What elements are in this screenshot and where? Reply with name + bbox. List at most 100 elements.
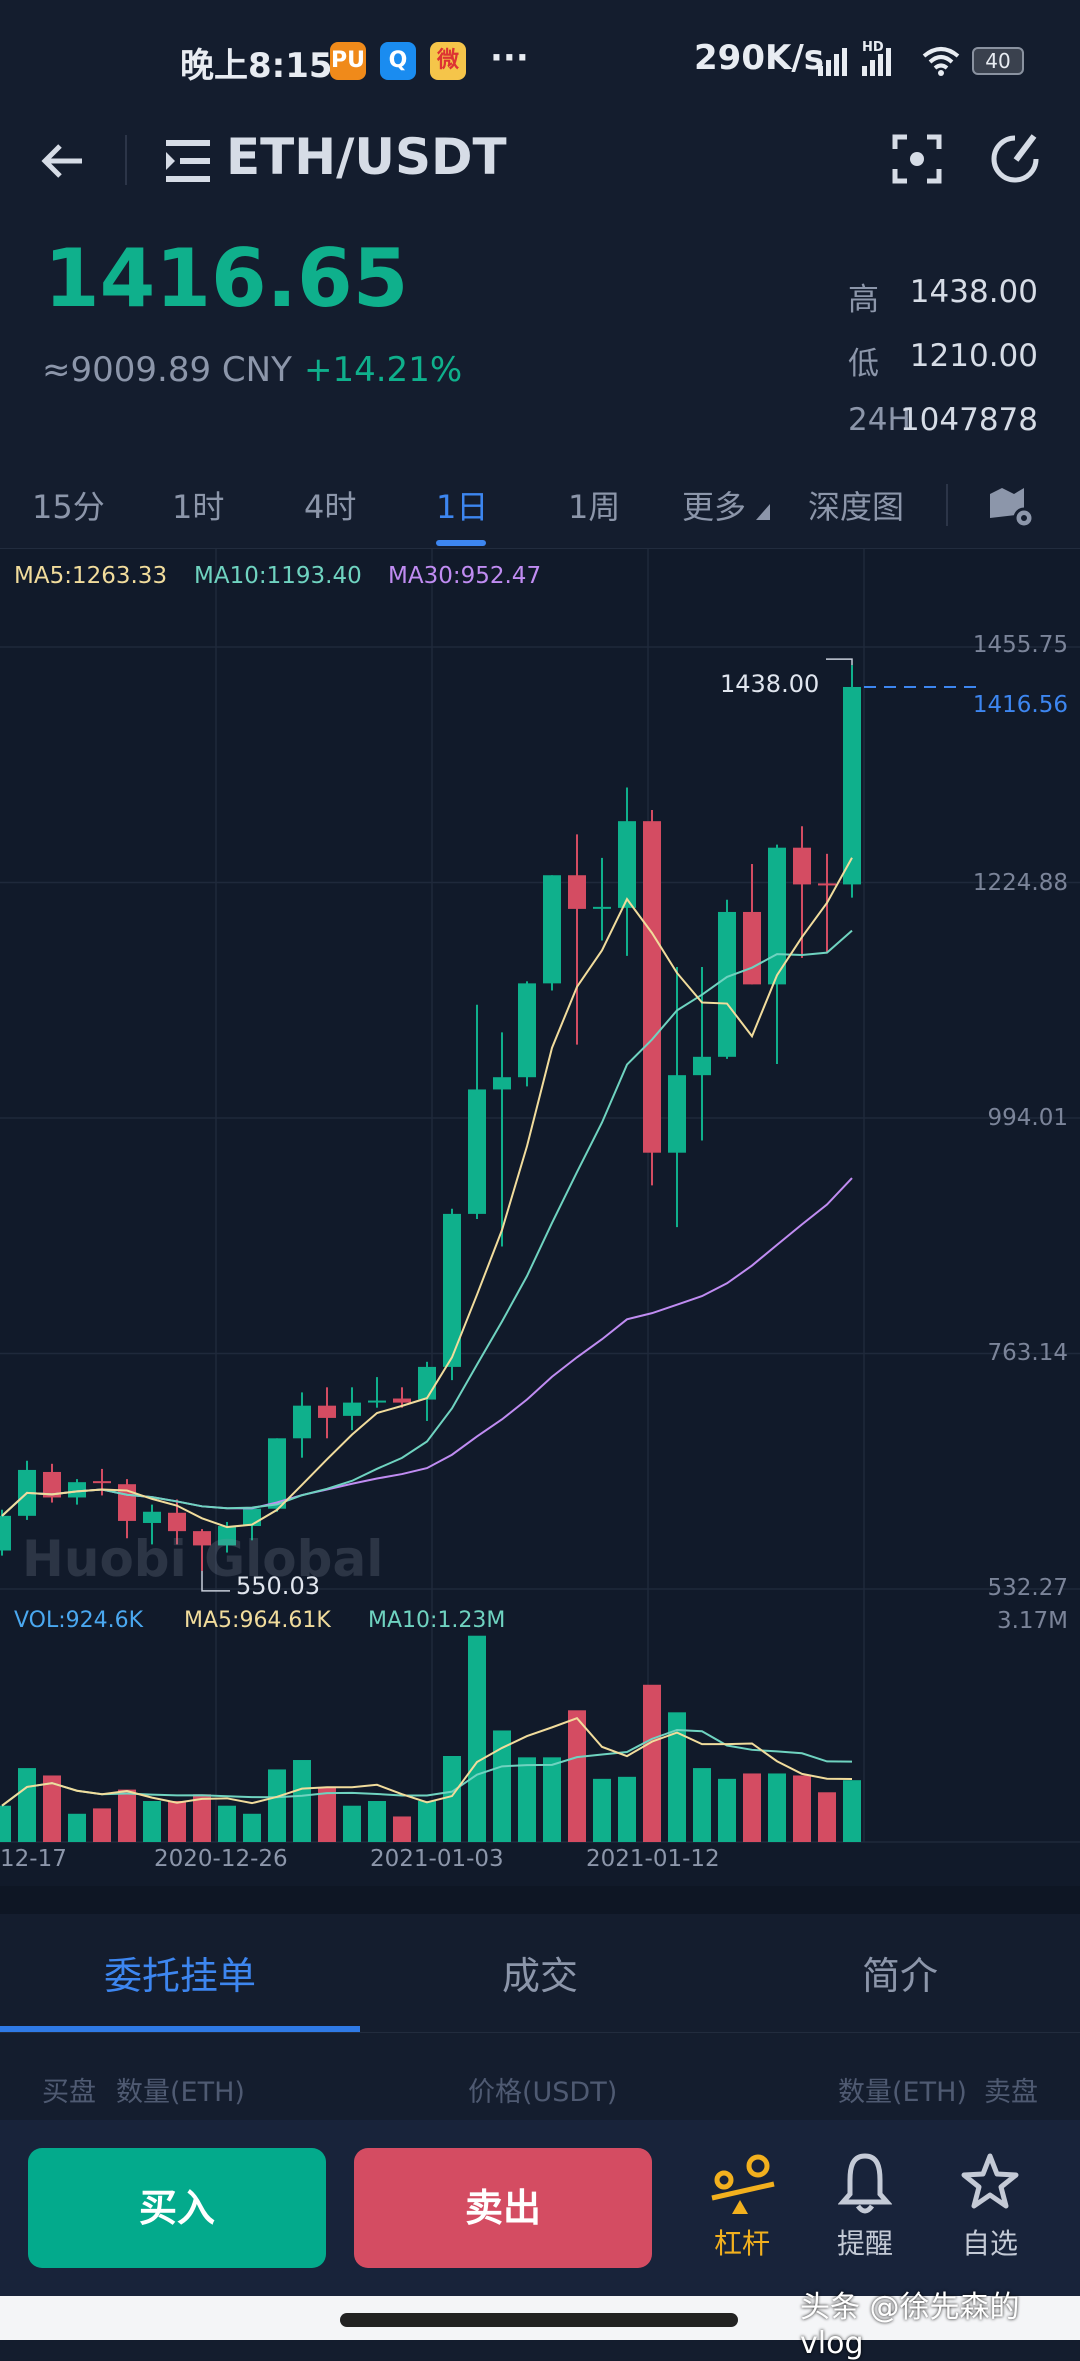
status-time: 晚上8:15 — [180, 46, 333, 86]
candle-body — [593, 906, 611, 909]
tab-intro[interactable]: 简介 — [862, 1954, 939, 1998]
volume-bar — [418, 1801, 436, 1842]
volume-bar — [643, 1684, 661, 1842]
tab-15min[interactable]: 15分 — [32, 488, 105, 526]
kline-chart[interactable] — [0, 548, 1080, 1886]
volume-bar — [343, 1805, 361, 1842]
buy-side-header: 买盘 — [42, 2077, 96, 2108]
hd-indicator: HD — [862, 40, 884, 55]
candle-body — [318, 1405, 336, 1418]
candle-body — [718, 911, 736, 1057]
tab-1day[interactable]: 1日 — [436, 488, 489, 526]
battery-indicator: 40 — [972, 47, 1024, 75]
candle-body — [143, 1511, 161, 1523]
sell-button[interactable]: 卖出 — [354, 2148, 652, 2268]
chart-settings-icon[interactable] — [988, 484, 1036, 530]
volume-bar — [143, 1801, 161, 1842]
active-tab-indicator — [436, 540, 486, 546]
candle-body — [793, 847, 811, 885]
divider — [0, 1886, 1080, 1914]
candle-body — [68, 1482, 86, 1498]
divider — [0, 2032, 1080, 2033]
volume-bar — [368, 1801, 386, 1842]
volume-bar — [218, 1805, 236, 1842]
volume-bar — [93, 1808, 111, 1842]
low-value: 1210.00 — [909, 338, 1038, 374]
menu-icon[interactable] — [166, 138, 212, 184]
high-label: 高 — [848, 282, 879, 318]
sell-qty-header: 数量(ETH) — [838, 2077, 967, 2108]
volume-bar — [318, 1787, 336, 1842]
wifi-icon — [922, 47, 960, 76]
favorite-label[interactable]: 自选 — [961, 2227, 1018, 2260]
candle-body — [393, 1398, 411, 1403]
candle-body — [43, 1471, 61, 1498]
network-speed: 290K/s — [694, 38, 824, 78]
tab-4hour[interactable]: 4时 — [304, 488, 357, 526]
tab-more[interactable]: 更多 — [682, 488, 747, 526]
scan-icon[interactable] — [892, 134, 942, 184]
candle-body — [243, 1508, 261, 1527]
candle-body — [693, 1056, 711, 1076]
candle-body — [643, 821, 661, 1153]
volume-bar — [18, 1768, 36, 1842]
vol-max-label: 3.17M — [996, 1608, 1068, 1634]
price-change: +14.21% — [304, 350, 463, 390]
candle-body — [468, 1089, 486, 1214]
buy-button[interactable]: 买入 — [28, 2148, 326, 2268]
app-notification-icon: PU — [330, 42, 366, 80]
candle-body — [218, 1526, 236, 1546]
bell-icon[interactable] — [838, 2150, 892, 2216]
app-notification-icon: Q — [380, 42, 416, 80]
ma10-legend: MA10:1193.40 — [194, 563, 362, 589]
candle-body — [368, 1400, 386, 1403]
tab-trades[interactable]: 成交 — [502, 1954, 579, 1998]
volume-bar — [443, 1755, 461, 1842]
volume-bar — [518, 1757, 536, 1842]
y-tick: 532.27 — [987, 1575, 1068, 1601]
volume-bar — [293, 1760, 311, 1842]
volume-bar — [818, 1792, 836, 1842]
home-indicator[interactable] — [340, 2313, 738, 2327]
volume-bar — [68, 1813, 86, 1842]
star-icon[interactable] — [960, 2152, 1020, 2212]
candle-body — [668, 1075, 686, 1153]
volume-bar — [243, 1813, 261, 1842]
leverage-icon[interactable] — [710, 2152, 776, 2216]
active-tab-indicator — [0, 2026, 360, 2032]
volume-bar — [568, 1710, 586, 1842]
last-price: 1416.65 — [44, 232, 409, 325]
dropdown-triangle-icon — [756, 504, 770, 520]
kline-chart-canvas[interactable] — [0, 0, 1080, 1890]
alert-label[interactable]: 提醒 — [836, 2227, 893, 2260]
page-title: ETH/USDT — [226, 128, 507, 186]
tab-1hour[interactable]: 1时 — [172, 488, 225, 526]
back-arrow-icon[interactable] — [38, 136, 88, 186]
volume-bar — [743, 1773, 761, 1842]
high-marker: 1438.00 — [720, 670, 820, 698]
vol-legend: VOL:924.6K — [14, 1608, 144, 1633]
signal-icon — [818, 48, 891, 76]
leverage-label[interactable]: 杠杆 — [713, 2227, 770, 2260]
volume-bar — [118, 1789, 136, 1842]
candle-body — [168, 1512, 186, 1532]
x-tick: 2021-01-03 — [370, 1846, 504, 1872]
cny-price: ≈9009.89 CNY — [42, 350, 292, 390]
vol-ma10-line — [1, 1728, 853, 1807]
volume-bar — [843, 1780, 861, 1842]
low-label: 低 — [848, 346, 879, 382]
candle-body — [543, 875, 561, 984]
low-marker-line — [201, 1570, 230, 1592]
tab-depth-chart[interactable]: 深度图 — [808, 488, 905, 526]
ma5-line — [1, 857, 853, 1529]
tab-1week[interactable]: 1周 — [568, 488, 621, 526]
refresh-icon[interactable] — [988, 132, 1042, 186]
candle-body — [768, 847, 786, 985]
candle-body — [443, 1213, 461, 1367]
candle-body — [193, 1531, 211, 1546]
sell-side-header: 卖盘 — [984, 2077, 1038, 2108]
volume-bar — [793, 1775, 811, 1842]
tab-orders[interactable]: 委托挂单 — [104, 1954, 257, 1998]
volume-bar — [0, 1805, 11, 1842]
weibo-icon: 微 — [430, 42, 466, 80]
